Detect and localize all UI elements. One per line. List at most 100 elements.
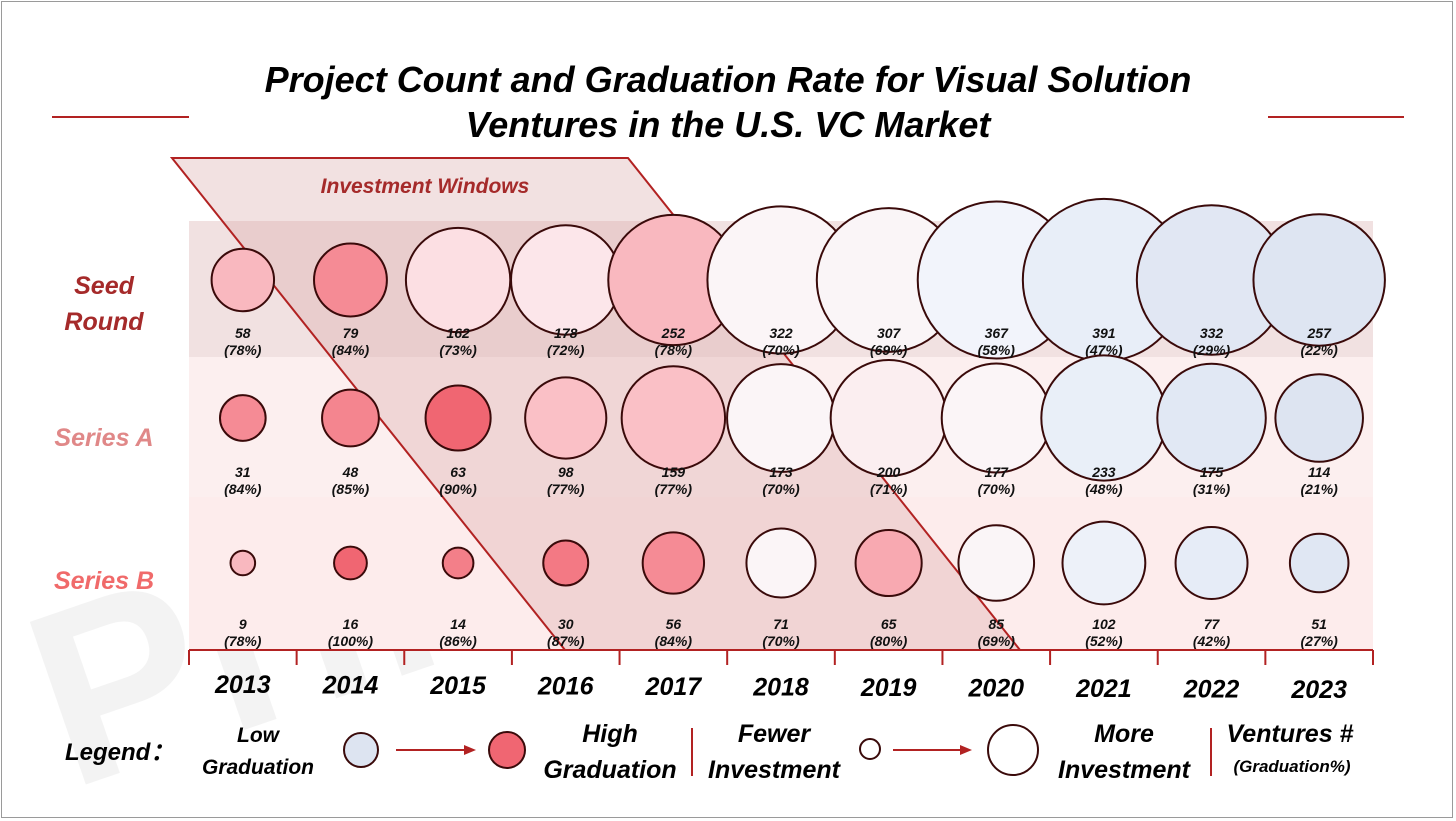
- legend-title: Legend：: [65, 739, 174, 766]
- label-ventures-seed-round-2019: 307: [877, 325, 902, 341]
- row-label-seed-round: Seed: [74, 272, 134, 300]
- bubble-seed-round-2016: [510, 224, 622, 336]
- bubble-series-b-2013: [229, 549, 257, 577]
- label-ventures-seed-round-2015: 162: [446, 325, 470, 341]
- label-graduation-series-b-2023: (27%): [1301, 633, 1339, 649]
- label-graduation-seed-round-2018: (70%): [762, 342, 800, 358]
- bubble-series-a-2019: [829, 359, 948, 477]
- chart-title-line-1: Project Count and Graduation Rate for Vi…: [265, 59, 1192, 100]
- bubble-series-b-2018: [745, 527, 817, 599]
- row-label-seed-round: Round: [64, 308, 144, 336]
- year-label-2017: 2017: [645, 673, 703, 701]
- label-graduation-series-b-2015: (86%): [439, 633, 477, 649]
- label-ventures-series-b-2014: 16: [343, 616, 359, 632]
- label-ventures-series-a-2013: 31: [235, 464, 251, 480]
- label-ventures-series-b-2023: 51: [1311, 616, 1327, 632]
- label-ventures-seed-round-2021: 391: [1092, 325, 1116, 341]
- label-graduation-series-a-2016: (77%): [547, 481, 585, 497]
- label-ventures-series-a-2016: 98: [558, 464, 574, 480]
- bubble-series-b-2021: [1061, 520, 1147, 606]
- legend-high-graduation-swatch: [488, 731, 526, 769]
- year-label-2014: 2014: [322, 672, 379, 700]
- label-ventures-series-b-2015: 14: [450, 616, 466, 632]
- bubble-series-a-2021: [1040, 354, 1168, 482]
- year-label-2018: 2018: [752, 674, 809, 702]
- bubble-seed-round-2014: [313, 242, 388, 318]
- label-graduation-series-a-2015: (90%): [439, 481, 477, 497]
- year-label-2022: 2022: [1183, 676, 1240, 704]
- label-ventures-series-b-2020: 85: [988, 616, 1004, 632]
- label-graduation-seed-round-2022: (29%): [1193, 342, 1231, 358]
- row-label-series-b: Series B: [54, 567, 154, 595]
- bubble-seed-round-2015: [404, 226, 512, 334]
- bubble-series-a-2015: [424, 384, 492, 452]
- bubble-series-a-2016: [524, 376, 608, 460]
- bubble-series-b-2023: [1288, 532, 1350, 594]
- bubble-series-a-2013: [218, 394, 267, 442]
- label-graduation-seed-round-2013: (78%): [224, 342, 262, 358]
- bubble-series-a-2022: [1156, 362, 1267, 474]
- label-graduation-series-a-2017: (77%): [655, 481, 693, 497]
- label-ventures-series-a-2018: 173: [769, 464, 793, 480]
- label-ventures-series-a-2022: 175: [1200, 464, 1224, 480]
- year-label-2013: 2013: [214, 671, 271, 699]
- bubble-series-b-2015: [441, 546, 475, 580]
- year-label-2020: 2020: [967, 675, 1024, 703]
- label-ventures-series-a-2014: 48: [342, 464, 359, 480]
- label-graduation-seed-round-2019: (69%): [870, 342, 908, 358]
- bubble-series-b-2019: [854, 528, 923, 598]
- legend-more-investment-line-2: Investment: [1058, 756, 1192, 784]
- bubble-series-a-2017: [620, 365, 727, 471]
- label-ventures-seed-round-2014: 79: [343, 325, 359, 341]
- label-graduation-seed-round-2016: (72%): [547, 342, 585, 358]
- label-ventures-series-b-2017: 56: [666, 616, 682, 632]
- legend-fewer-investment-line-2: Investment: [708, 756, 842, 784]
- label-ventures-seed-round-2023: 257: [1307, 325, 1333, 341]
- legend-fewer-investment-line-1: Fewer: [738, 720, 812, 748]
- label-ventures-series-a-2023: 114: [1308, 464, 1331, 480]
- year-label-2023: 2023: [1290, 676, 1347, 704]
- bubble-series-b-2017: [641, 531, 706, 595]
- label-graduation-series-b-2013: (78%): [224, 633, 262, 649]
- label-graduation-series-a-2014: (85%): [332, 481, 370, 497]
- label-graduation-seed-round-2015: (73%): [439, 342, 477, 358]
- bubble-series-b-2016: [542, 539, 590, 587]
- label-graduation-series-a-2021: (48%): [1085, 481, 1123, 497]
- label-ventures-seed-round-2017: 252: [661, 325, 686, 341]
- legend-low-graduation-line-1: Low: [237, 724, 281, 747]
- label-ventures-series-a-2020: 177: [985, 464, 1010, 480]
- bubble-seed-round-2013: [210, 247, 276, 313]
- label-ventures-series-b-2019: 65: [881, 616, 897, 632]
- bubble-series-a-2023: [1274, 373, 1364, 463]
- label-graduation-series-b-2019: (80%): [870, 633, 908, 649]
- label-graduation-series-b-2021: (52%): [1085, 633, 1123, 649]
- label-graduation-series-b-2020: (69%): [978, 633, 1016, 649]
- legend-high-graduation-line-1: High: [582, 720, 638, 748]
- label-graduation-seed-round-2020: (58%): [978, 342, 1016, 358]
- legend-fewer-investment-swatch: [859, 738, 881, 760]
- legend-arrow-investment-head: [960, 745, 972, 755]
- label-ventures-series-a-2015: 63: [450, 464, 466, 480]
- legend-arrow-graduation-head: [464, 745, 476, 755]
- label-graduation-series-a-2013: (84%): [224, 481, 262, 497]
- label-ventures-series-b-2021: 102: [1092, 616, 1116, 632]
- label-graduation-series-a-2023: (21%): [1301, 481, 1339, 497]
- legend-high-graduation-line-2: Graduation: [543, 756, 676, 784]
- legend-key-ventures: Ventures #: [1227, 720, 1354, 748]
- label-ventures-series-b-2022: 77: [1204, 616, 1221, 632]
- label-ventures-seed-round-2013: 58: [235, 325, 251, 341]
- year-label-2021: 2021: [1075, 675, 1132, 703]
- bubble-seed-round-2023: [1252, 213, 1386, 347]
- legend-more-investment-swatch: [987, 724, 1039, 776]
- investment-windows-label: Investment Windows: [321, 175, 530, 198]
- bubble-series-a-2018: [726, 363, 836, 473]
- bubble-series-b-2022: [1174, 526, 1249, 600]
- label-ventures-series-a-2017: 159: [662, 464, 686, 480]
- label-ventures-seed-round-2022: 332: [1200, 325, 1224, 341]
- label-graduation-seed-round-2014: (84%): [332, 342, 370, 358]
- legend-more-investment-line-1: More: [1094, 720, 1154, 748]
- label-graduation-series-a-2019: (71%): [870, 481, 908, 497]
- label-graduation-seed-round-2021: (47%): [1085, 342, 1123, 358]
